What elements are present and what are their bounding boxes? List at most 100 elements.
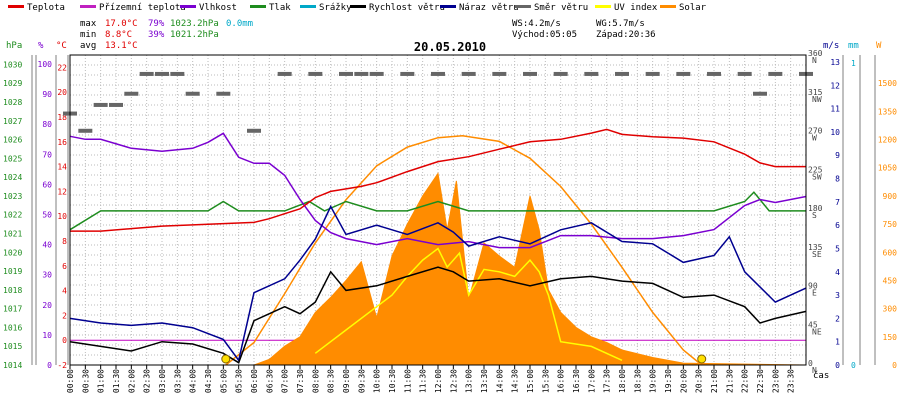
x-tick-label: 13:30	[480, 369, 489, 393]
x-tick-label: 08:30	[327, 369, 336, 393]
dir-tick-label: S	[812, 211, 817, 220]
press-tick-label: 1028	[3, 98, 22, 107]
grid	[69, 54, 806, 366]
x-tick-label: 05:00	[219, 369, 228, 393]
wm2-tick-label: 1350	[878, 107, 897, 116]
temperature-line	[70, 128, 806, 232]
x-tick-label: 20:00	[679, 369, 688, 393]
x-tick-label: 23:00	[771, 369, 780, 393]
wind-info-sunrise: Východ:05:05	[512, 30, 577, 40]
wind-info-sunset: Západ:20:36	[596, 30, 656, 40]
x-tick-label: 12:30	[449, 369, 458, 393]
temp-tick-label: 0	[62, 336, 67, 345]
wind-info-wg: WG:5.7m/s	[596, 19, 645, 29]
ms-tick-label: 0	[835, 361, 840, 370]
hum-tick-label: 40	[42, 241, 52, 250]
ms-tick-label: 9	[835, 151, 840, 160]
x-tick-label: 11:30	[419, 369, 428, 393]
wind-info: WS:4.2m/s WG:5.7m/s Východ:05:05 Západ:2…	[512, 19, 656, 40]
hum-tick-label: 10	[42, 331, 52, 340]
stats-min-temp: 8.8°C	[105, 30, 132, 40]
x-tick-label: 04:00	[189, 369, 198, 393]
legend-swatch	[8, 5, 24, 8]
x-tick-label: 19:00	[649, 369, 658, 393]
x-tick-label: 03:00	[158, 369, 167, 393]
temp-tick-label: 2	[62, 311, 67, 320]
x-tick-label: 06:00	[250, 369, 259, 393]
stats-avg-label: avg	[80, 41, 96, 51]
x-tick-label: 15:30	[541, 369, 550, 393]
ms-tick-label: 13	[830, 58, 840, 67]
legend-label: Srážky	[319, 3, 352, 13]
press-tick-label: 1025	[3, 154, 22, 163]
press-tick-label: 1014	[3, 361, 22, 370]
stats-max-hum: 79%	[148, 19, 165, 29]
legend-swatch	[180, 5, 196, 8]
legend-swatch	[300, 5, 316, 8]
sunrise-marker	[221, 354, 231, 364]
wm2-tick-label: 150	[883, 333, 898, 342]
x-tick-label: 17:30	[603, 369, 612, 393]
ms-tick-label: 4	[835, 268, 840, 277]
x-tick-label: 09:30	[357, 369, 366, 393]
stats-min-press: 1021.2hPa	[170, 30, 219, 40]
legend-label: Vlhkost	[199, 3, 237, 13]
x-tick-label: 09:00	[342, 369, 351, 393]
plot-frame	[69, 54, 807, 366]
dir-deg-tick-label: 360	[808, 49, 823, 58]
uv-line	[314, 247, 623, 361]
legend-swatch	[440, 5, 456, 8]
x-tick-label: 17:00	[587, 369, 596, 393]
ms-tick-label: 8	[835, 175, 840, 184]
x-axis-title: čas	[813, 370, 829, 381]
x-tick-label: 18:30	[633, 369, 642, 393]
x-tick-label: 16:30	[572, 369, 581, 393]
press-tick-label: 1017	[3, 305, 22, 314]
x-tick-label: 18:00	[618, 369, 627, 393]
wind-info-ws: WS:4.2m/s	[512, 19, 561, 29]
ms-tick-label: 5	[835, 244, 840, 253]
mm-axis-title: mm	[848, 41, 859, 51]
x-tick-label: 07:30	[296, 369, 305, 393]
dir-tick-label: E	[812, 289, 817, 298]
hum-tick-label: 50	[42, 211, 52, 220]
x-tick-label: 10:30	[388, 369, 397, 393]
ms-tick-label: 12	[830, 81, 840, 90]
ms-tick-label: 7	[835, 198, 840, 207]
wm2-tick-label: 300	[883, 305, 898, 314]
legend-label: Přízemní teplota	[99, 3, 186, 13]
ms-tick-label: 11	[830, 105, 840, 114]
x-tick-label: 14:30	[511, 369, 520, 393]
legend-swatch	[350, 5, 366, 8]
x-tick-label: 19:30	[664, 369, 673, 393]
dir-deg-tick-label: 90	[808, 282, 818, 291]
press-tick-label: 1022	[3, 211, 22, 220]
x-tick-label: 16:00	[557, 369, 566, 393]
x-tick-label: 01:30	[112, 369, 121, 393]
temp-tick-label: 14	[57, 163, 67, 172]
legend-label: Rychlost větru	[369, 3, 445, 13]
wm2-tick-label: 1050	[878, 164, 897, 173]
hum-tick-label: 20	[42, 301, 52, 310]
hum-axis-title: %	[38, 41, 44, 51]
dir-deg-tick-label: 0	[808, 359, 813, 368]
x-tick-label: 02:30	[143, 369, 152, 393]
temp-tick-label: 10	[57, 212, 67, 221]
dir-deg-tick-label: 315	[808, 88, 823, 97]
press-tick-label: 1027	[3, 117, 22, 126]
temp-tick-label: 16	[57, 138, 67, 147]
x-tick-label: 14:00	[495, 369, 504, 393]
ms-tick-label: 3	[835, 291, 840, 300]
stats-min-label: min	[80, 30, 96, 40]
wm2-tick-label: 0	[892, 361, 897, 370]
temp-tick-label: 12	[57, 187, 67, 196]
press-tick-label: 1016	[3, 323, 22, 332]
legend-label: Teplota	[27, 3, 65, 13]
x-tick-label: 15:00	[526, 369, 535, 393]
press-tick-label: 1023	[3, 192, 22, 201]
legend-swatch	[660, 5, 676, 8]
dir-tick-label: W	[812, 134, 817, 143]
ms-tick-label: 6	[835, 221, 840, 230]
